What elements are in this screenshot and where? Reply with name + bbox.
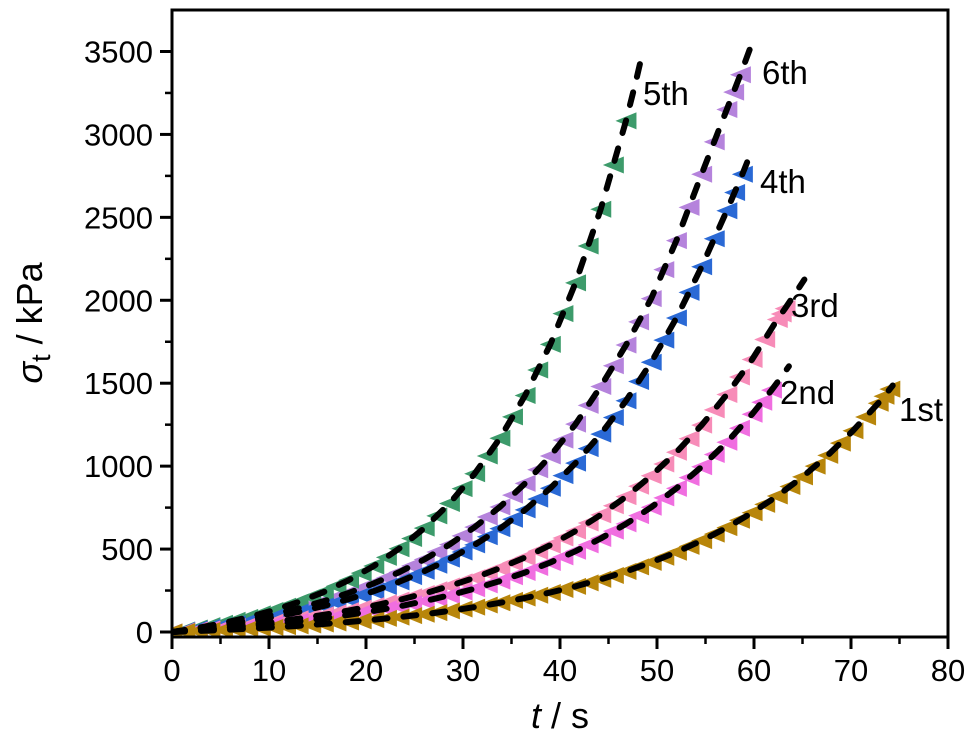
marker-6th [723, 83, 745, 101]
x-tick-label: 60 [737, 653, 771, 688]
x-tick-label: 70 [834, 653, 868, 688]
fit-line-6th [172, 31, 758, 635]
marker-1st [741, 504, 763, 522]
marker-6th [691, 165, 713, 183]
series-label-2nd: 2nd [780, 374, 835, 411]
marker-4th [527, 490, 549, 508]
y-tick-label: 1500 [84, 366, 153, 401]
y-tick-label: 1000 [84, 449, 153, 484]
x-tick-label: 0 [163, 653, 180, 688]
fit-line-2nd [172, 363, 792, 635]
marker-2nd [413, 592, 435, 610]
y-axis-title: σt / kPa [9, 261, 56, 383]
y-tick-label: 3500 [84, 34, 153, 69]
series-label-3rd: 3rd [791, 287, 839, 324]
plot-area [172, 31, 901, 637]
marker-1st [325, 614, 347, 632]
marker-1st [691, 532, 713, 550]
fit-line-5th [172, 46, 647, 635]
y-tick-label: 2000 [84, 283, 153, 318]
marker-1st [413, 605, 435, 623]
series-label-6th: 6th [762, 54, 808, 91]
marker-1st [716, 519, 738, 537]
x-tick-label: 40 [543, 653, 577, 688]
marker-6th [602, 357, 624, 375]
marker-1st [388, 608, 410, 626]
marker-4th [716, 202, 738, 220]
plot-frame [170, 8, 950, 639]
marker-1st [438, 602, 460, 620]
y-tick-label: 3000 [84, 117, 153, 152]
y-tick-label: 2500 [84, 200, 153, 235]
marker-6th [678, 198, 700, 216]
series-4th [172, 165, 753, 637]
marker-3rd [754, 331, 776, 349]
marker-5th [565, 274, 587, 292]
x-tick-label: 80 [931, 653, 965, 688]
marker-2nd [751, 393, 773, 411]
marker-1st [527, 586, 549, 604]
series-label-1st: 1st [899, 391, 943, 428]
marker-4th [640, 353, 662, 371]
fit-line-3rd [172, 276, 808, 635]
axes: 0 10 20 30 40 50 60 70 80 0 500 1000 1500 2000 2500 300… [9, 34, 965, 736]
marker-1st [237, 620, 259, 637]
x-tick-label: 10 [252, 653, 286, 688]
marker-3rd [615, 488, 637, 506]
series-label-4th: 4th [760, 163, 806, 200]
y-tick-label: 500 [101, 532, 153, 567]
marker-1st [501, 591, 523, 609]
marker-6th [451, 527, 473, 545]
x-tick-label: 50 [640, 653, 674, 688]
series-label-5th: 5th [643, 75, 689, 112]
y-tick-label: 0 [136, 615, 153, 650]
marker-4th [703, 230, 725, 248]
x-tick-label: 30 [446, 653, 480, 688]
marker-5th [602, 156, 624, 174]
marker-6th [426, 543, 448, 561]
x-axis-title: t / s [531, 695, 589, 736]
x-tick-label: 20 [349, 653, 383, 688]
fit-line-4th [172, 151, 754, 635]
marker-5th [489, 429, 511, 447]
marker-4th [653, 331, 675, 349]
fit-line-1st [172, 382, 896, 635]
